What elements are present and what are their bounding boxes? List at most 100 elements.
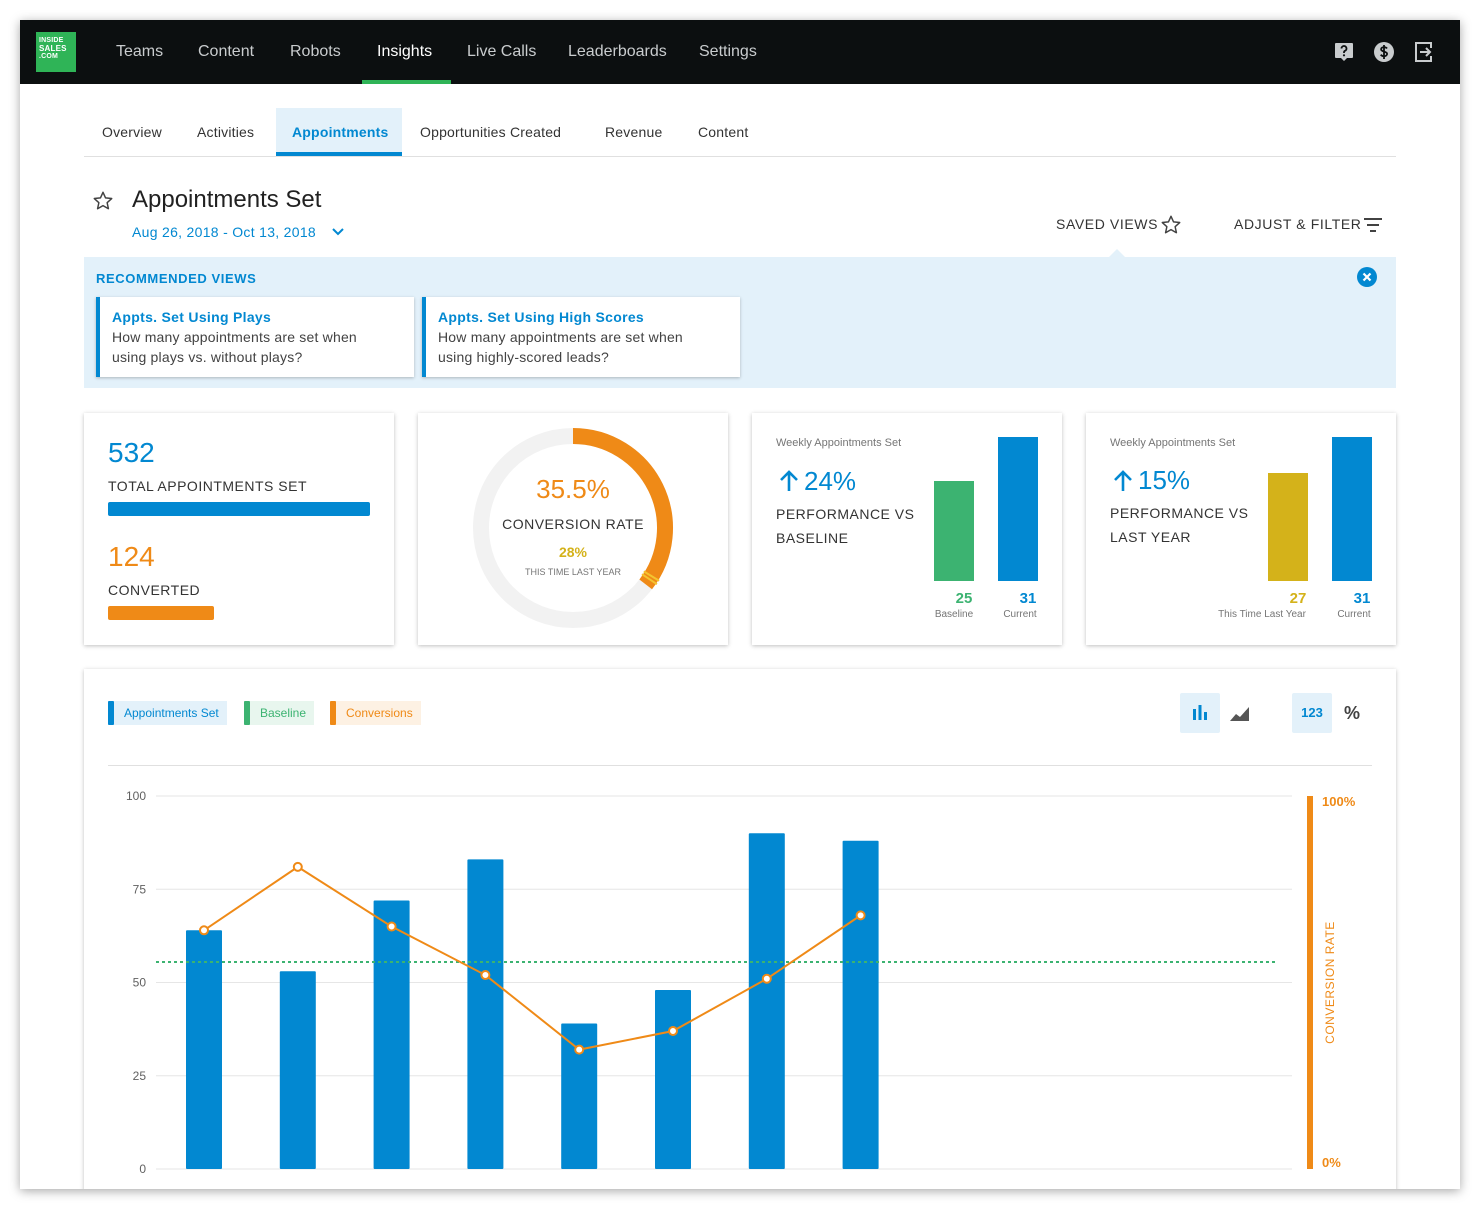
filter-icon[interactable]: [1363, 217, 1383, 233]
total-appointments-value: 532: [108, 437, 155, 468]
conversions-line: [203, 865, 862, 1051]
last-year-label-line1: PERFORMANCE VS: [1110, 505, 1249, 521]
kpi-card-conversion-rate: 35.5% CONVERSION RATE 28% THIS TIME LAST…: [418, 413, 728, 645]
nav-item-leaderboards[interactable]: Leaderboards: [568, 43, 667, 60]
legend-swatch: [330, 701, 336, 725]
converted-value: 124: [108, 541, 155, 572]
recommended-card-plays[interactable]: Appts. Set Using Plays How many appointm…: [96, 297, 414, 377]
logo-line-3: .COM: [39, 53, 59, 60]
bar-chart-icon: [1193, 705, 1207, 720]
legend-label: Conversions: [346, 706, 413, 720]
conversion-donut: [473, 428, 673, 628]
app-window: INSIDE SALES .COM Teams Content Robots I…: [20, 20, 1460, 1189]
donut-conversion-arc: [572, 428, 673, 590]
y2-axis-label: CONVERSION RATE: [1323, 921, 1337, 1044]
current-caption: Current: [1337, 609, 1371, 620]
conversion-point: [574, 1044, 585, 1055]
appointments-bar: [373, 900, 410, 1169]
donut-last-year-marker-b: [643, 570, 660, 582]
recommended-card-desc-line2: using plays vs. without plays?: [112, 349, 303, 365]
appointments-chart-card: Appointments Set Baseline Conversions 12…: [84, 669, 1396, 1189]
baseline-bar: [934, 481, 974, 581]
nav-item-robots[interactable]: Robots: [290, 43, 341, 60]
nav-item-content[interactable]: Content: [198, 43, 255, 60]
tab-content[interactable]: Content: [698, 124, 749, 140]
arrow-up-icon: [1114, 470, 1132, 491]
legend-conversions[interactable]: Conversions: [330, 701, 421, 725]
current-bar: [1332, 437, 1372, 581]
appointments-bar: [279, 971, 316, 1169]
tab-activities[interactable]: Activities: [197, 124, 255, 140]
appointments-bar: [561, 1023, 598, 1169]
area-chart-icon: [1230, 707, 1249, 721]
chevron-down-icon[interactable]: [330, 226, 346, 238]
conversion-point: [761, 973, 772, 984]
logo-line-2: SALES: [39, 44, 67, 53]
saved-views-button[interactable]: SAVED VIEWS: [1056, 216, 1159, 232]
saved-views-star-icon[interactable]: [1160, 214, 1182, 236]
recommended-card-high-scores[interactable]: Appts. Set Using High Scores How many ap…: [422, 297, 740, 377]
y-tick-label: 25: [133, 1069, 147, 1083]
recommended-card-desc-line1: How many appointments are set when: [112, 329, 357, 345]
conversion-point: [292, 861, 303, 872]
baseline-value: 25: [955, 590, 973, 607]
donut-last-year-marker: [641, 573, 658, 586]
kpi-card-vs-last-year: Weekly Appointments Set 15% PERFORMANCE …: [1086, 413, 1396, 645]
conversion-point: [199, 925, 209, 936]
total-appointments-bar: [108, 502, 370, 516]
last-year-bar: [1268, 473, 1308, 581]
subtabs-divider: [84, 156, 1396, 157]
adjust-filter-button[interactable]: ADJUST & FILTER: [1234, 216, 1362, 232]
baseline-label-line2: BASELINE: [776, 530, 849, 546]
billing-icon[interactable]: [1373, 41, 1395, 63]
converted-label: CONVERTED: [108, 582, 201, 598]
bar-chart-toggle[interactable]: [1180, 693, 1220, 733]
legend-baseline[interactable]: Baseline: [244, 701, 315, 725]
count-mode-toggle[interactable]: 123: [1292, 693, 1332, 733]
nav-item-teams[interactable]: Teams: [116, 43, 164, 60]
y2-tick-label: 100%: [1322, 794, 1356, 809]
y-tick-label: 75: [133, 882, 147, 896]
chart-divider: [108, 765, 1372, 766]
tab-appointments[interactable]: Appointments: [276, 108, 402, 156]
area-chart-toggle[interactable]: [1220, 693, 1260, 733]
conversion-point: [855, 910, 866, 921]
percent-mode-toggle[interactable]: %: [1332, 693, 1372, 733]
nav-item-settings[interactable]: Settings: [699, 43, 757, 60]
converted-bar: [108, 606, 214, 620]
conversion-point: [386, 921, 397, 932]
last-year-rate-label: THIS TIME LAST YEAR: [524, 567, 622, 577]
close-icon[interactable]: [1357, 267, 1377, 287]
percent-mode-label: %: [1343, 703, 1360, 723]
count-mode-label: 123: [1301, 705, 1323, 720]
current-value: 31: [1019, 590, 1037, 607]
tab-overview[interactable]: Overview: [102, 124, 162, 140]
legend-swatch: [244, 701, 250, 725]
saved-views-pointer: [1108, 249, 1126, 258]
active-tab-indicator: [276, 152, 402, 156]
conversion-point: [668, 1025, 678, 1036]
tab-opportunities-created[interactable]: Opportunities Created: [420, 124, 562, 140]
insidesales-logo[interactable]: INSIDE SALES .COM: [36, 32, 76, 72]
baseline-caption: Baseline: [934, 609, 974, 620]
recommended-card-title: Appts. Set Using High Scores: [438, 309, 644, 325]
baseline-label-line1: PERFORMANCE VS: [776, 506, 915, 522]
current-caption: Current: [1003, 609, 1037, 620]
logout-icon[interactable]: [1413, 41, 1435, 63]
date-range-selector[interactable]: Aug 26, 2018 - Oct 13, 2018: [132, 224, 317, 240]
favorite-star-icon[interactable]: [92, 190, 114, 212]
page-title: Appointments Set: [132, 186, 322, 213]
weekly-appointments-title: Weekly Appointments Set: [776, 437, 902, 449]
legend-appointments-set[interactable]: Appointments Set: [108, 701, 227, 725]
y-tick-label: 50: [133, 976, 147, 990]
nav-item-insights[interactable]: Insights: [377, 43, 433, 60]
recommended-views-title: RECOMMENDED VIEWS: [96, 271, 257, 286]
recommended-card-desc-line1: How many appointments are set when: [438, 329, 683, 345]
help-icon[interactable]: [1333, 41, 1355, 63]
appointments-chart: 0 25 50 75 100 100% 0% CONVERSION RATE: [126, 789, 1356, 1176]
appointments-bar: [748, 833, 785, 1169]
nav-item-live-calls[interactable]: Live Calls: [467, 43, 537, 60]
last-year-rate-value: 28%: [558, 544, 588, 560]
conversion-rate-value: 35.5%: [536, 474, 610, 504]
tab-revenue[interactable]: Revenue: [605, 124, 663, 140]
